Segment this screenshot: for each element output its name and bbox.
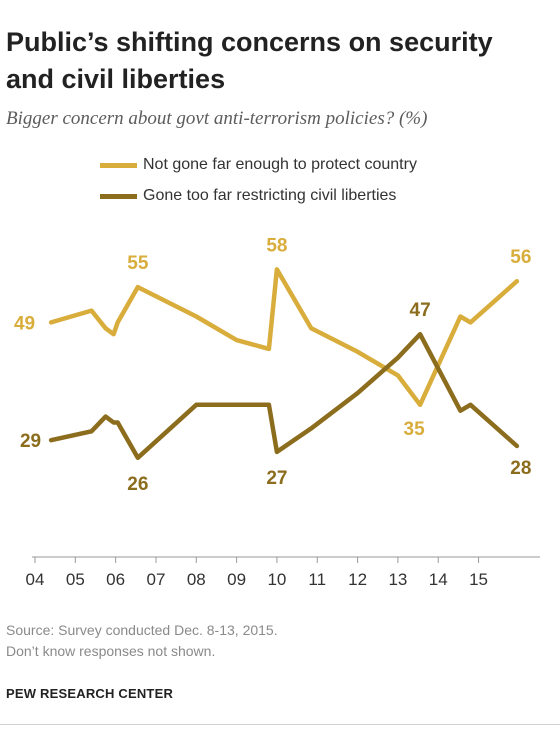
series-line-too-far [48,331,520,461]
data-label-too-far-2015: 28 [510,458,531,479]
data-label-too-far-2013: 47 [410,300,431,321]
chart-subtitle: Bigger concern about govt anti-terrorism… [6,108,428,129]
data-label-not-far-2006: 55 [127,253,149,274]
x-tick-label-11: 11 [308,570,326,589]
line-chart: 04 05 06 07 08 09 10 11 12 13 14 15 49 55 58 35 56 29 26 27… [14,235,540,589]
data-label-too-far-2010: 27 [266,468,287,489]
data-label-not-far-2010: 58 [266,235,287,256]
legend-swatch-too-far [100,193,137,199]
pew-research-center-brand: PEW RESEARCH CENTER [6,686,174,701]
series-line-not-far-enough [48,267,520,408]
x-tick-label-14: 14 [429,570,448,589]
data-label-too-far-2006: 26 [127,474,148,495]
dont-know-note: Don’t know responses not shown. [6,643,216,659]
legend-label-not-far-enough: Not gone far enough to protect country [143,156,417,173]
x-tick-label-09: 09 [227,570,246,589]
x-tick-label-08: 08 [187,570,206,589]
chart-title: Public’s shifting concerns on security a… [6,27,493,94]
data-label-not-far-2015: 56 [510,247,531,268]
x-tick-label-06: 06 [106,570,125,589]
legend-item-not-far-enough: Not gone far enough to protect country [100,154,417,176]
legend-label-too-far: Gone too far restricting civil liberties [143,187,397,204]
x-tick-label-05: 05 [66,570,85,589]
data-label-not-far-2004: 49 [14,313,35,334]
data-label-not-far-2013: 35 [404,419,426,440]
x-tick-label-15: 15 [469,570,488,589]
x-tick-label-07: 07 [147,570,166,589]
legend-swatch-not-far-enough [100,162,137,168]
source-note: Source: Survey conducted Dec. 8-13, 2015… [6,622,278,638]
x-tick-label-10: 10 [267,570,286,589]
legend-item-too-far: Gone too far restricting civil liberties [100,185,396,207]
x-tick-label-13: 13 [388,570,407,589]
data-label-too-far-2004: 29 [20,431,41,452]
bottom-rule [0,724,560,725]
x-tick-label-12: 12 [348,570,367,589]
x-tick-label-04: 04 [26,570,45,589]
